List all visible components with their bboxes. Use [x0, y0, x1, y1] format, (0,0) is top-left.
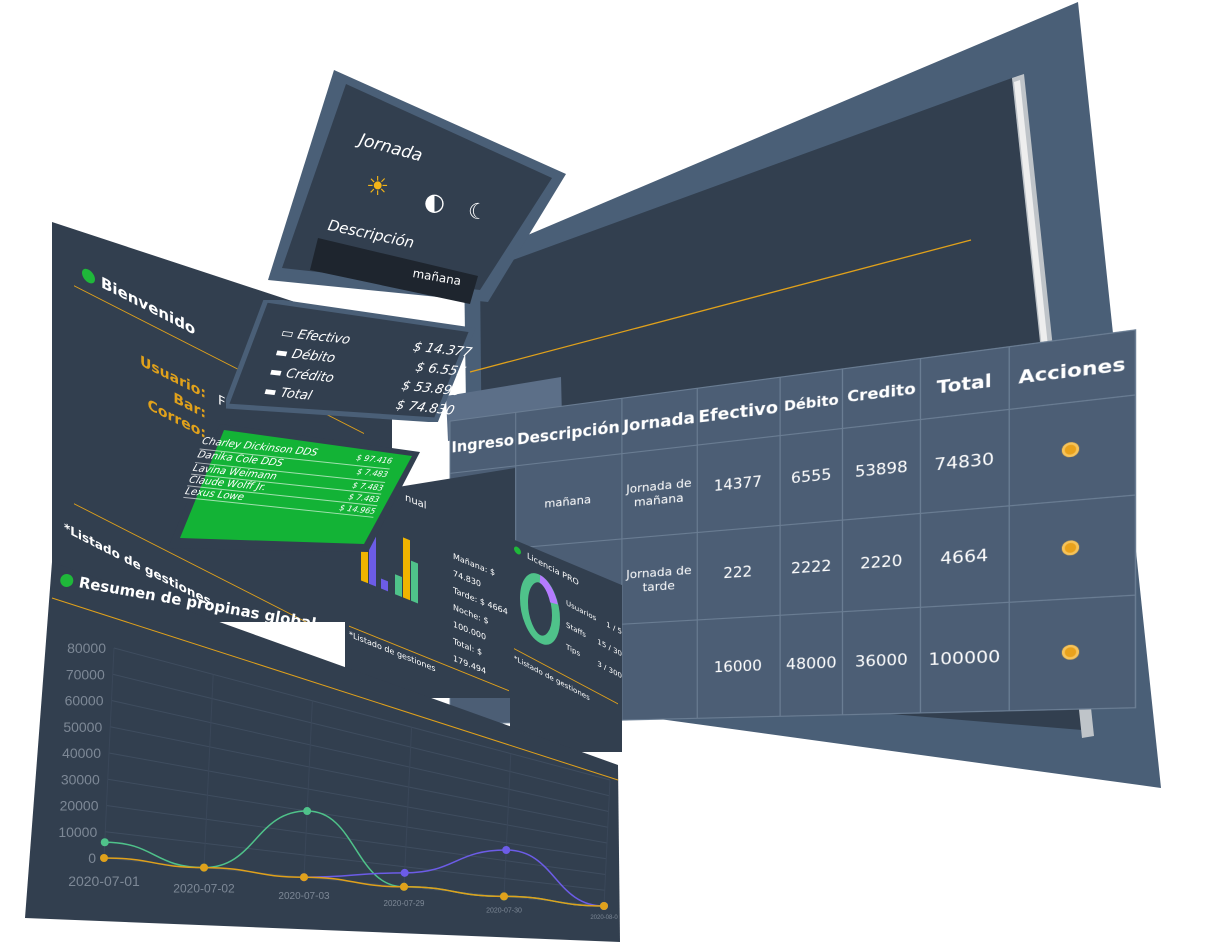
card-icon: ▬	[268, 365, 285, 381]
x-tick-label: 2020-08-0	[590, 915, 618, 921]
data-point[interactable]	[200, 864, 208, 872]
card-icon: ▬	[262, 384, 279, 400]
data-point[interactable]	[401, 869, 409, 877]
x-tick-label: 2020-07-30	[486, 907, 522, 914]
payments-card: ▭ Efectivo $ 14.377 ▬ Débito $ 6.555 ▬ Cré…	[226, 300, 476, 422]
tips-card: Charley Dickinson DDS $ 97.416 Danika Col…	[168, 422, 430, 554]
y-tick-label: 40000	[62, 745, 101, 761]
half-moon-icon[interactable]: ◐	[424, 188, 445, 216]
y-tick-label: 20000	[60, 798, 99, 814]
y-tick-label: 80000	[67, 640, 106, 656]
y-tick-label: 10000	[58, 824, 97, 840]
jornada-card: Jornada ☀ ◐ ☾ Descripción mañana	[268, 70, 568, 310]
data-point[interactable]	[500, 892, 508, 900]
data-point[interactable]	[400, 883, 408, 891]
card-icon: ▬	[273, 345, 290, 361]
x-tick-label: 2020-07-01	[68, 873, 140, 889]
y-tick-label: 30000	[61, 771, 100, 787]
y-tick-label: 0	[88, 850, 96, 866]
data-point[interactable]	[101, 838, 109, 846]
x-tick-label: 2020-07-02	[173, 882, 235, 896]
data-point[interactable]	[303, 807, 311, 815]
cash-icon: ▭	[279, 326, 296, 342]
data-point[interactable]	[502, 846, 510, 854]
x-tick-label: 2020-07-29	[384, 899, 425, 908]
status-dot-icon	[59, 573, 74, 588]
data-point[interactable]	[600, 902, 608, 910]
y-tick-label: 70000	[66, 666, 105, 682]
sun-icon[interactable]: ☀	[366, 172, 389, 202]
y-tick-label: 50000	[63, 719, 102, 735]
x-tick-label: 2020-07-03	[278, 891, 330, 902]
data-point[interactable]	[100, 854, 108, 862]
data-point[interactable]	[300, 873, 308, 881]
moon-icon[interactable]: ☾	[468, 200, 488, 225]
y-tick-label: 60000	[65, 693, 104, 709]
